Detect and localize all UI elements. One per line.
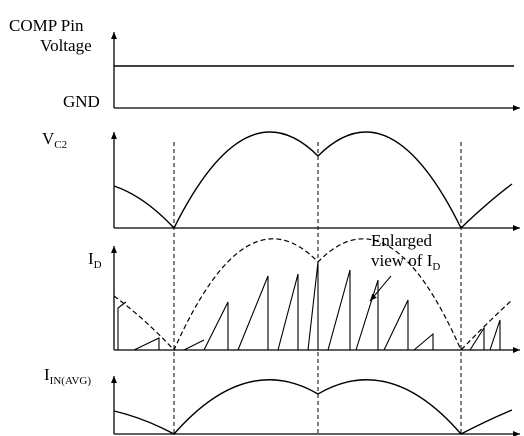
pulse-2 — [133, 337, 160, 351]
pulse-5 — [237, 275, 269, 351]
enlarged-pointer-arrow — [369, 275, 392, 302]
comp-label-line1: COMP Pin — [9, 16, 84, 35]
vc2-symbol: V — [42, 129, 55, 148]
comp-panel: COMP Pin Voltage GND — [9, 16, 520, 111]
pulse-4 — [203, 301, 229, 351]
pulse-9 — [355, 279, 379, 351]
id-switching-pulses — [117, 261, 501, 351]
iin-waveform — [113, 379, 513, 435]
comp-label-line2: Voltage — [40, 36, 92, 55]
pulse-10 — [383, 299, 409, 351]
enlarged-label-line2: view of ID — [371, 251, 440, 273]
id-panel: ID Enlarged view of ID — [88, 231, 520, 353]
pulse-3 — [183, 339, 205, 351]
vc2-panel: VC2 — [42, 129, 520, 231]
pulse-13 — [489, 319, 501, 351]
pulse-7 — [307, 261, 319, 351]
enlarged-label-line1: Enlarged — [371, 231, 433, 250]
pulse-1 — [117, 301, 127, 350]
id-symbol: I — [88, 249, 94, 268]
id-subscript: D — [94, 259, 102, 271]
vc2-waveform — [113, 131, 513, 230]
enlarged-label-subscript: D — [432, 261, 440, 273]
pulse-8 — [327, 269, 351, 351]
pulse-11 — [413, 332, 434, 351]
iin-subscript: IN(AVG) — [50, 375, 92, 387]
gnd-label: GND — [63, 92, 100, 111]
iin-panel: IIN(AVG) — [44, 365, 520, 436]
id-label: ID — [88, 249, 102, 271]
vc2-subscript: C2 — [54, 139, 67, 151]
enlarged-label-main: view of I — [371, 251, 433, 270]
iin-symbol: I — [44, 365, 50, 384]
vc2-label: VC2 — [42, 129, 67, 151]
iin-label: IIN(AVG) — [44, 365, 91, 387]
pulse-6 — [277, 273, 299, 351]
pulse-12 — [469, 326, 485, 351]
